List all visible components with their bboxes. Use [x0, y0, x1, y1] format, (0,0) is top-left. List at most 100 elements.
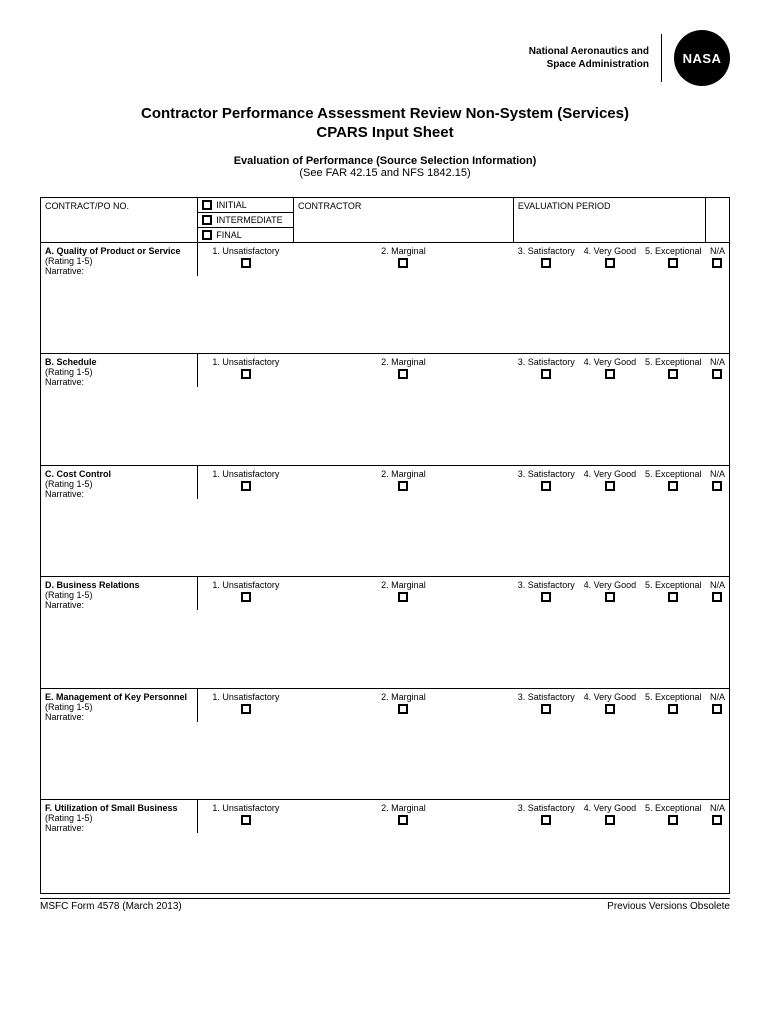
- narrative-row[interactable]: [41, 387, 730, 465]
- narrative-row[interactable]: [41, 499, 730, 577]
- rating-option[interactable]: 2. Marginal: [294, 354, 514, 388]
- checkbox-icon[interactable]: [398, 481, 408, 491]
- checkbox-icon[interactable]: [541, 704, 551, 714]
- checkbox-icon[interactable]: [398, 592, 408, 602]
- cpars-form-table: CONTRACT/PO NO. INITIAL INTERMEDIATE FIN…: [40, 197, 730, 894]
- rating-option[interactable]: 5. Exceptional: [641, 577, 706, 611]
- checkbox-icon[interactable]: [398, 704, 408, 714]
- rating-option[interactable]: 4. Very Good: [579, 688, 640, 722]
- checkbox-icon[interactable]: [241, 258, 251, 268]
- checkbox-icon[interactable]: [202, 200, 212, 210]
- narrative-cell[interactable]: [41, 722, 730, 800]
- rating-label: 5. Exceptional: [645, 692, 702, 702]
- rating-option[interactable]: 1. Unsatisfactory: [198, 242, 294, 276]
- status-intermediate[interactable]: INTERMEDIATE: [198, 213, 293, 228]
- checkbox-icon[interactable]: [712, 704, 722, 714]
- checkbox-icon[interactable]: [541, 481, 551, 491]
- checkbox-icon[interactable]: [605, 704, 615, 714]
- narrative-cell[interactable]: [41, 610, 730, 688]
- narrative-row[interactable]: [41, 722, 730, 800]
- checkbox-icon[interactable]: [541, 369, 551, 379]
- narrative-cell[interactable]: [41, 387, 730, 465]
- checkbox-icon[interactable]: [668, 592, 678, 602]
- checkbox-icon[interactable]: [668, 815, 678, 825]
- checkbox-icon[interactable]: [241, 481, 251, 491]
- narrative-row[interactable]: [41, 610, 730, 688]
- narrative-cell[interactable]: [41, 276, 730, 354]
- rating-option[interactable]: 1. Unsatisfactory: [198, 688, 294, 722]
- rating-option[interactable]: 1. Unsatisfactory: [198, 354, 294, 388]
- rating-option[interactable]: 5. Exceptional: [641, 242, 706, 276]
- checkbox-icon[interactable]: [605, 258, 615, 268]
- checkbox-icon[interactable]: [241, 592, 251, 602]
- rating-label: 4. Very Good: [583, 580, 636, 590]
- rating-label: 2. Marginal: [298, 580, 510, 590]
- checkbox-icon[interactable]: [398, 815, 408, 825]
- rating-option[interactable]: 4. Very Good: [579, 242, 640, 276]
- rating-option[interactable]: N/A: [706, 688, 730, 722]
- narrative-cell[interactable]: [41, 833, 730, 893]
- checkbox-icon[interactable]: [398, 369, 408, 379]
- checkbox-icon[interactable]: [712, 815, 722, 825]
- narrative-row[interactable]: [41, 276, 730, 354]
- checkbox-icon[interactable]: [668, 481, 678, 491]
- status-initial[interactable]: INITIAL: [198, 198, 293, 213]
- contract-po-cell[interactable]: CONTRACT/PO NO.: [41, 197, 198, 242]
- checkbox-icon[interactable]: [712, 369, 722, 379]
- checkbox-icon[interactable]: [605, 592, 615, 602]
- rating-option[interactable]: 5. Exceptional: [641, 354, 706, 388]
- rating-option[interactable]: 3. Satisfactory: [513, 800, 579, 834]
- checkbox-icon[interactable]: [712, 592, 722, 602]
- rating-option[interactable]: N/A: [706, 465, 730, 499]
- checkbox-icon[interactable]: [605, 481, 615, 491]
- rating-option[interactable]: 2. Marginal: [294, 577, 514, 611]
- rating-option[interactable]: 3. Satisfactory: [513, 688, 579, 722]
- contractor-cell[interactable]: CONTRACTOR: [294, 197, 514, 242]
- checkbox-icon[interactable]: [712, 258, 722, 268]
- rating-option[interactable]: 1. Unsatisfactory: [198, 800, 294, 834]
- rating-option[interactable]: 2. Marginal: [294, 688, 514, 722]
- rating-option[interactable]: 4. Very Good: [579, 465, 640, 499]
- rating-option[interactable]: 4. Very Good: [579, 354, 640, 388]
- checkbox-icon[interactable]: [668, 704, 678, 714]
- checkbox-icon[interactable]: [712, 481, 722, 491]
- checkbox-icon[interactable]: [605, 815, 615, 825]
- checkbox-icon[interactable]: [541, 258, 551, 268]
- rating-option[interactable]: 2. Marginal: [294, 242, 514, 276]
- rating-option[interactable]: 4. Very Good: [579, 800, 640, 834]
- rating-option[interactable]: 2. Marginal: [294, 800, 514, 834]
- checkbox-icon[interactable]: [398, 258, 408, 268]
- rating-option[interactable]: N/A: [706, 800, 730, 834]
- rating-option[interactable]: N/A: [706, 577, 730, 611]
- rating-option[interactable]: N/A: [706, 242, 730, 276]
- checkbox-icon[interactable]: [668, 258, 678, 268]
- checkbox-icon[interactable]: [241, 704, 251, 714]
- rating-option[interactable]: 3. Satisfactory: [513, 465, 579, 499]
- checkbox-icon[interactable]: [241, 369, 251, 379]
- status-label-final: FINAL: [216, 230, 242, 240]
- rating-option[interactable]: 5. Exceptional: [641, 465, 706, 499]
- checkbox-icon[interactable]: [541, 592, 551, 602]
- rating-option[interactable]: 3. Satisfactory: [513, 354, 579, 388]
- rating-option[interactable]: 4. Very Good: [579, 577, 640, 611]
- checkbox-icon[interactable]: [241, 815, 251, 825]
- rating-option[interactable]: 3. Satisfactory: [513, 577, 579, 611]
- rating-option[interactable]: 2. Marginal: [294, 465, 514, 499]
- checkbox-icon[interactable]: [605, 369, 615, 379]
- checkbox-icon[interactable]: [541, 815, 551, 825]
- narrative-cell[interactable]: [41, 499, 730, 577]
- rating-label: N/A: [710, 357, 725, 367]
- rating-option[interactable]: 3. Satisfactory: [513, 242, 579, 276]
- checkbox-icon[interactable]: [202, 230, 212, 240]
- rating-option[interactable]: 5. Exceptional: [641, 800, 706, 834]
- rating-label: N/A: [710, 803, 725, 813]
- rating-option[interactable]: 1. Unsatisfactory: [198, 577, 294, 611]
- checkbox-icon[interactable]: [668, 369, 678, 379]
- eval-period-cell[interactable]: EVALUATION PERIOD: [513, 197, 706, 242]
- status-final[interactable]: FINAL: [198, 228, 293, 242]
- checkbox-icon[interactable]: [202, 215, 212, 225]
- rating-option[interactable]: 5. Exceptional: [641, 688, 706, 722]
- rating-option[interactable]: 1. Unsatisfactory: [198, 465, 294, 499]
- rating-option[interactable]: N/A: [706, 354, 730, 388]
- narrative-row[interactable]: [41, 833, 730, 893]
